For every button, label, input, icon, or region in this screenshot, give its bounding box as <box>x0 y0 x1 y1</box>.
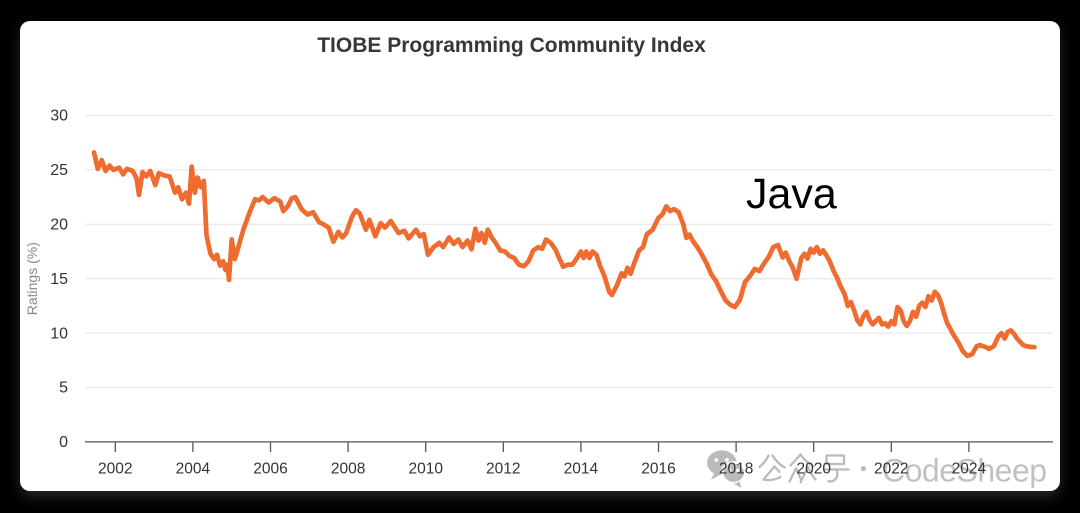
svg-text:2004: 2004 <box>176 461 211 478</box>
svg-text:2014: 2014 <box>564 461 599 478</box>
svg-text:2020: 2020 <box>796 461 831 478</box>
svg-text:Ratings (%): Ratings (%) <box>24 242 40 315</box>
svg-text:0: 0 <box>59 434 68 451</box>
svg-text:2010: 2010 <box>408 461 443 478</box>
svg-text:10: 10 <box>50 325 68 342</box>
svg-text:2018: 2018 <box>719 461 753 478</box>
svg-text:2012: 2012 <box>486 461 520 478</box>
svg-text:2022: 2022 <box>874 461 908 478</box>
svg-text:2002: 2002 <box>98 461 132 478</box>
svg-text:2024: 2024 <box>952 461 987 478</box>
svg-text:2006: 2006 <box>253 461 287 478</box>
svg-text:25: 25 <box>50 162 68 179</box>
svg-text:15: 15 <box>50 271 68 288</box>
svg-text:2008: 2008 <box>331 461 365 478</box>
svg-text:30: 30 <box>50 108 68 125</box>
svg-text:2016: 2016 <box>641 461 675 478</box>
svg-text:5: 5 <box>59 380 68 397</box>
svg-text:Java: Java <box>746 170 837 218</box>
svg-text:20: 20 <box>50 217 68 234</box>
svg-text:CodeSheep: CodeSheep <box>882 453 1047 489</box>
svg-text:TIOBE Programming Community In: TIOBE Programming Community Index <box>317 34 706 57</box>
